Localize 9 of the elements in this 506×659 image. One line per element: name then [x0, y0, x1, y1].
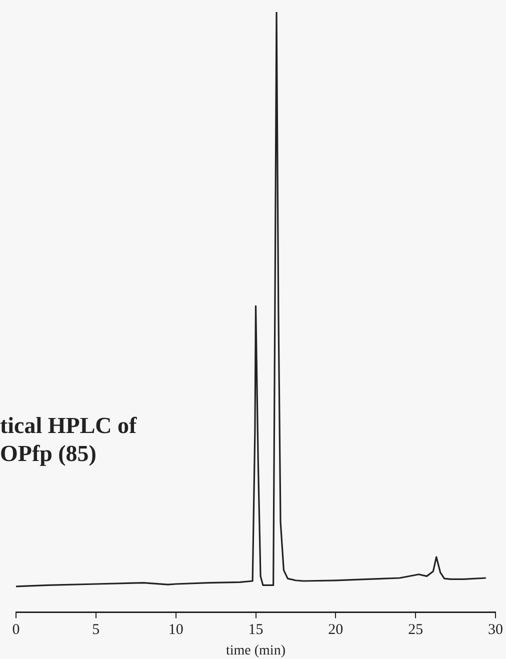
- x-tick-label: 5: [92, 622, 100, 638]
- x-tick-label: 0: [12, 622, 20, 638]
- x-tick-label: 15: [248, 622, 264, 638]
- x-tick-label: 30: [488, 622, 503, 638]
- x-tick-label: 10: [168, 622, 184, 638]
- text: tical HPLC of OPfp (85): [0, 412, 137, 468]
- x-axis-title: time (min): [226, 643, 286, 658]
- x-tick-label: 20: [328, 622, 344, 638]
- x-tick-label: 25: [408, 622, 424, 638]
